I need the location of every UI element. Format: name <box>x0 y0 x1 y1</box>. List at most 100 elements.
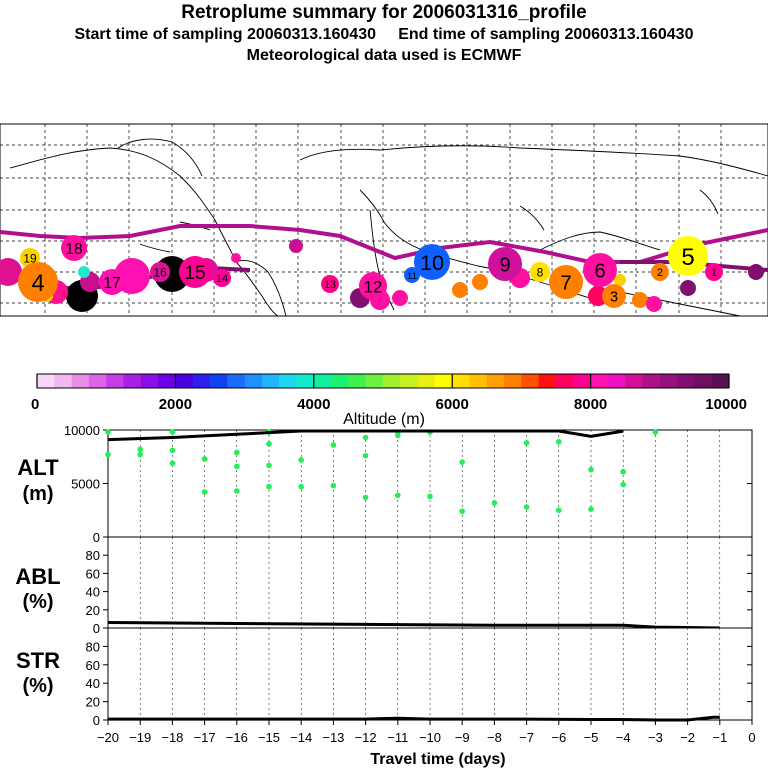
colorbar-swatch <box>607 374 626 388</box>
altitude-point <box>459 508 466 515</box>
colorbar-swatch <box>158 374 176 388</box>
x-tick-label: −16 <box>226 730 248 745</box>
altitude-point <box>234 463 240 470</box>
cluster-label-5: 5 <box>681 244 694 271</box>
colorbar-swatch <box>711 374 730 388</box>
colorbar-swatch <box>348 374 367 388</box>
altitude-colorbar: Altitude (m) 0 2000 4000 6000 8000 10000 <box>31 373 747 428</box>
cluster-label-16: 16 <box>153 266 167 280</box>
cluster-circle-4 <box>18 262 58 302</box>
panel-str: 0 20 40 60 80 STR(%) <box>16 627 753 728</box>
colorbar-swatch <box>400 374 419 388</box>
altitude-point <box>395 492 401 499</box>
cluster-label-8: 8 <box>537 266 544 280</box>
plume-blob <box>289 239 303 253</box>
altitude-point <box>459 459 466 465</box>
cluster-circle-14 <box>213 269 231 287</box>
y-tick-label: 40 <box>86 676 100 691</box>
cluster-label-11: 11 <box>407 271 417 282</box>
x-tick-label: −4 <box>616 730 631 745</box>
altitude-point <box>266 441 272 447</box>
plume-blob <box>472 274 488 290</box>
chart-title: Retroplume summary for 2006031316_profil… <box>181 2 587 23</box>
cluster-label-2: 2 <box>657 267 663 279</box>
x-tick-label: −6 <box>551 730 566 745</box>
plume-blob <box>392 290 408 306</box>
sampling-times: Start time of sampling 20060313.160430 E… <box>74 26 694 43</box>
plume-blob <box>646 296 662 312</box>
x-tick-label: −8 <box>487 730 502 745</box>
colorbar-swatch <box>677 374 695 388</box>
colorbar-tick-label: 6000 <box>436 396 469 413</box>
cluster-label-6: 6 <box>594 261 605 283</box>
cluster-circle-2 <box>651 263 669 281</box>
altitude-point <box>169 447 176 454</box>
x-tick-label: −20 <box>97 730 119 745</box>
altitude-point <box>362 452 369 459</box>
x-tick-label: −11 <box>387 730 408 745</box>
colorbar-swatch <box>331 374 349 388</box>
cluster-circle-16 <box>150 262 170 282</box>
altitude-point <box>556 507 562 514</box>
plume-blob <box>231 253 241 263</box>
colorbar-swatch <box>123 374 142 388</box>
colorbar-swatch <box>244 374 263 388</box>
colorbar-swatch <box>140 374 159 388</box>
altitude-point <box>169 429 176 435</box>
colorbar-swatch <box>538 374 557 388</box>
colorbar-swatch <box>88 374 107 388</box>
series-line-boundary <box>107 429 624 442</box>
cluster-circle-12 <box>359 272 387 300</box>
colorbar-swatch <box>504 374 522 388</box>
cluster-label-14: 14 <box>216 273 228 285</box>
altitude-point <box>298 457 305 463</box>
colorbar-tick-label: 4000 <box>297 396 330 413</box>
panel-unit-alt: (m) <box>22 483 53 505</box>
panel-unit-abl: (%) <box>22 591 53 613</box>
panel-label-alt: ALT <box>17 455 59 480</box>
x-tick-label: −2 <box>680 730 695 745</box>
y-tick-label: 60 <box>86 658 100 673</box>
cluster-label-4: 4 <box>31 270 44 297</box>
colorbar-swatch <box>37 374 55 388</box>
cluster-label-3: 3 <box>610 289 618 305</box>
cluster-label-18: 18 <box>65 241 82 258</box>
cluster-circle-1 <box>705 263 723 281</box>
colorbar-swatch <box>521 374 540 388</box>
y-tick-label: 0 <box>93 713 100 728</box>
altitude-point <box>491 499 498 506</box>
cluster-label-17: 17 <box>103 275 120 292</box>
colorbar-swatch <box>383 374 401 388</box>
altitude-point <box>266 462 272 469</box>
altitude-point <box>620 481 626 488</box>
altitude-point <box>105 451 111 458</box>
colorbar-swatch <box>486 374 505 388</box>
colorbar-swatch <box>313 374 332 388</box>
series-line-abl <box>107 621 720 630</box>
colorbar-swatch <box>227 374 246 388</box>
y-tick-label: 20 <box>86 695 100 710</box>
cluster-circle-9 <box>488 247 522 281</box>
altitude-point <box>201 456 208 462</box>
cluster-circle-8 <box>530 262 550 282</box>
plume-blob <box>748 264 764 280</box>
x-tick-label: −14 <box>290 730 312 745</box>
altitude-point <box>362 494 369 501</box>
altitude-point <box>620 468 626 475</box>
y-tick-label: 60 <box>86 566 100 581</box>
colorbar-swatch <box>469 374 488 388</box>
x-tick-label: −12 <box>355 730 377 745</box>
altitude-point <box>137 446 143 453</box>
colorbar-tick-label: 0 <box>31 396 39 413</box>
y-tick-label: 80 <box>86 548 100 563</box>
colorbar-swatch <box>625 374 643 388</box>
colorbar-swatch <box>54 374 73 388</box>
y-tick-label: 10000 <box>64 423 100 438</box>
panel-frame-alt <box>107 429 753 538</box>
x-tick-label: −15 <box>258 730 280 745</box>
colorbar-swatch <box>556 374 574 388</box>
colorbar-tick-label: 8000 <box>574 396 607 413</box>
colorbar-swatch <box>365 374 384 388</box>
cluster-label-19: 19 <box>23 252 37 266</box>
